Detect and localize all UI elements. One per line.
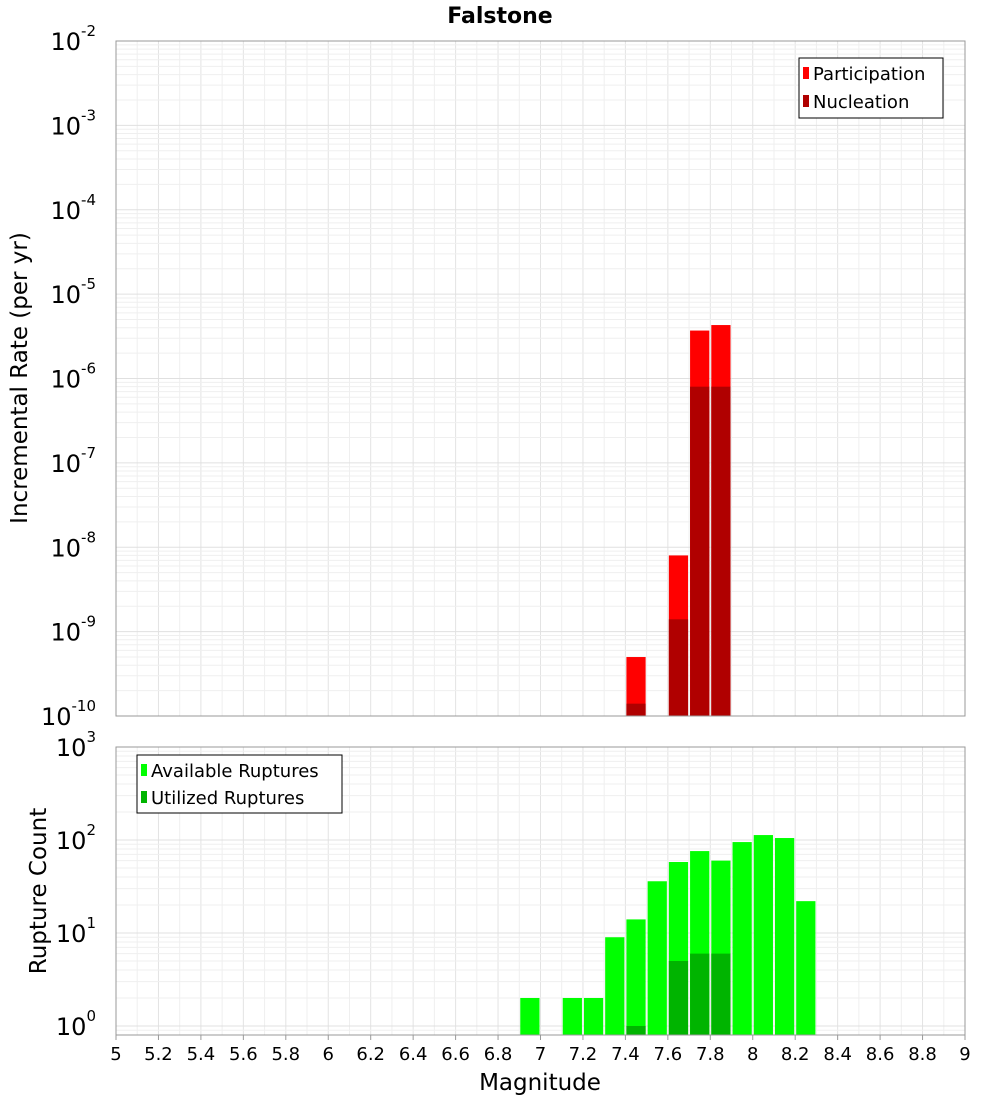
available-ruptures-bar <box>753 835 773 1035</box>
rate-y-tick-label: 10-6 <box>50 360 96 394</box>
available-legend-swatch <box>141 764 147 776</box>
utilized-ruptures-bar <box>626 1025 646 1035</box>
count-bars <box>520 835 816 1035</box>
nucleation-bar <box>690 386 710 716</box>
count-y-tick-label: 103 <box>56 728 96 762</box>
rate-legend: Participation Nucleation <box>798 57 944 119</box>
available-ruptures-bar <box>562 997 582 1035</box>
x-tick-label: 5.8 <box>271 1044 300 1065</box>
participation-legend-swatch <box>803 67 809 79</box>
rate-y-tick-label: 10-3 <box>50 106 96 140</box>
available-ruptures-bar <box>583 997 604 1035</box>
rate-y-axis-title: Incremental Rate (per yr) <box>7 232 33 524</box>
nucleation-bar <box>626 703 646 716</box>
x-tick-label: 6.2 <box>356 1044 385 1065</box>
x-tick-label: 7 <box>535 1044 546 1065</box>
nucleation-legend-swatch <box>803 95 809 107</box>
participation-bar <box>626 657 646 716</box>
utilized-legend-swatch <box>141 791 147 803</box>
x-tick-label: 6.8 <box>484 1044 513 1065</box>
count-y-tick-label: 100 <box>56 1007 96 1041</box>
count-y-tick-label: 101 <box>56 914 96 948</box>
count-y-axis-title: Rupture Count <box>26 808 52 974</box>
rate-y-tick-label: 10-7 <box>50 444 96 478</box>
rate-gridlines <box>116 41 965 716</box>
x-tick-label: 8.4 <box>823 1044 852 1065</box>
x-tick-label: 5 <box>110 1044 121 1065</box>
rate-y-tick-label: 10-4 <box>50 191 96 225</box>
count-y-tick-label: 102 <box>56 821 96 855</box>
x-tick-label: 6.6 <box>441 1044 470 1065</box>
rupture-count-panel: 103 102 101 100 5 5.2 5.4 5.6 5.8 6 6.2 6.4 6.6 6.8 7… <box>26 728 971 1096</box>
x-tick-label: 5.2 <box>144 1044 173 1065</box>
utilized-ruptures-bar <box>668 960 689 1035</box>
count-y-tick-labels: 103 102 101 100 <box>56 728 96 1041</box>
x-tick-label: 6.4 <box>399 1044 428 1065</box>
count-legend: Available Ruptures Utilized Ruptures <box>136 754 343 814</box>
rate-y-tick-label: 10-10 <box>41 697 96 731</box>
available-ruptures-bar <box>647 881 667 1035</box>
available-legend-label: Available Ruptures <box>151 761 319 782</box>
utilized-ruptures-bar <box>711 953 731 1035</box>
x-tick-label: 8.2 <box>781 1044 810 1065</box>
nucleation-legend-label: Nucleation <box>813 92 909 113</box>
x-axis-title: Magnitude <box>479 1070 601 1096</box>
available-ruptures-bar <box>520 997 540 1035</box>
available-ruptures-bar <box>796 901 816 1035</box>
x-tick-label: 7.2 <box>569 1044 598 1065</box>
utilized-ruptures-bar <box>690 953 710 1035</box>
rate-bars <box>626 325 731 716</box>
x-tick-label: 7.4 <box>611 1044 640 1065</box>
x-tick-label: 8.6 <box>866 1044 895 1065</box>
x-tick-label: 8 <box>747 1044 758 1065</box>
available-ruptures-bar <box>732 842 752 1035</box>
x-tick-label: 8.8 <box>908 1044 937 1065</box>
x-tick-label: 7.6 <box>654 1044 683 1065</box>
available-ruptures-bar <box>774 838 795 1035</box>
nucleation-bar <box>668 619 689 716</box>
rate-y-tick-label: 10-2 <box>50 22 96 56</box>
rate-legend-box <box>798 57 944 119</box>
participation-legend-label: Participation <box>813 64 925 85</box>
x-tick-label: 9 <box>959 1044 970 1065</box>
x-tick-label: 5.6 <box>229 1044 258 1065</box>
available-ruptures-bar <box>605 937 625 1035</box>
available-ruptures-bar <box>626 919 646 1035</box>
utilized-legend-label: Utilized Ruptures <box>151 788 304 809</box>
x-tick-label: 7.8 <box>696 1044 725 1065</box>
count-legend-box <box>136 754 343 814</box>
rate-plot-frame <box>115 40 966 717</box>
x-tick-label: 6 <box>323 1044 334 1065</box>
magnitude-x-tick-labels: 5 5.2 5.4 5.6 5.8 6 6.2 6.4 6.6 6.8 7 7.2 7.4 7.6 7.8 8… <box>110 1035 971 1065</box>
rate-y-tick-labels: 10-2 10-3 10-4 10-5 10-6 10-7 10-8 10-9 10-10 <box>41 22 96 731</box>
chart-title: Falstone <box>447 4 552 29</box>
rate-panel: 10-2 10-3 10-4 10-5 10-6 10-7 10-8 10-9 10-10 In… <box>7 22 966 731</box>
rate-y-tick-label: 10-9 <box>50 613 96 647</box>
rate-y-tick-label: 10-5 <box>50 275 96 309</box>
rate-y-tick-label: 10-8 <box>50 528 96 562</box>
nucleation-bar <box>711 386 731 716</box>
x-tick-label: 5.4 <box>187 1044 216 1065</box>
